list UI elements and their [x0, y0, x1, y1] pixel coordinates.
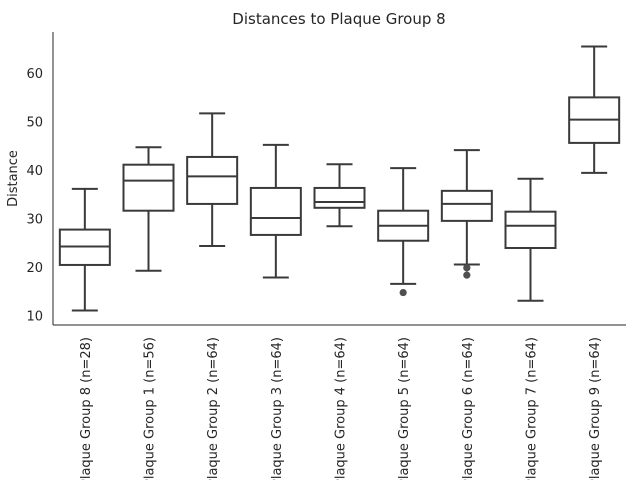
x-tick-label: Plaque Group 7 (n=64): [525, 337, 540, 480]
outlier-point: [399, 288, 407, 297]
x-tick-label: Plaque Group 5 (n=64): [397, 337, 412, 480]
outlier-point: [463, 264, 471, 272]
y-tick-label: 40: [26, 164, 43, 179]
iqr-box: [122, 163, 175, 212]
x-tick-label: Plaque Group 3 (n=64): [270, 337, 285, 480]
x-tick-label: Plaque Group 1 (n=56): [143, 337, 158, 480]
y-axis-ticks: 10 20 30 40 50 60: [26, 67, 43, 324]
x-tick-label: Plaque Group 2 (n=64): [206, 337, 221, 480]
box-4: [249, 143, 302, 279]
box-2: [122, 146, 175, 272]
boxes-group: [58, 45, 621, 312]
iqr-box: [504, 210, 557, 249]
y-axis-label: Distance: [6, 150, 21, 207]
y-tick-label: 10: [26, 309, 43, 324]
y-tick-label: 50: [26, 116, 43, 131]
box-9: [568, 45, 621, 174]
chart-title: Distances to Plaque Group 8: [232, 10, 445, 28]
box-3: [186, 112, 239, 248]
iqr-box: [186, 155, 239, 205]
box-5: [313, 163, 366, 228]
outlier-point: [463, 271, 471, 279]
iqr-box: [249, 186, 302, 236]
box-7: [440, 149, 493, 279]
x-tick-label: Plaque Group 9 (n=64): [588, 337, 603, 480]
x-tick-label: Plaque Group 6 (n=64): [461, 337, 476, 480]
iqr-box: [440, 189, 493, 222]
box-8: [504, 177, 557, 302]
y-tick-label: 30: [26, 212, 43, 227]
y-tick-label: 20: [26, 261, 43, 276]
box-6: [377, 167, 430, 297]
box-1: [58, 187, 111, 312]
y-tick-label: 60: [26, 67, 43, 82]
x-tick-label: Plaque Group 8 (n=28): [79, 337, 94, 480]
iqr-box: [313, 186, 366, 209]
x-axis-ticks: Plaque Group 8 (n=28) Plaque Group 1 (n=5…: [79, 337, 603, 480]
x-tick-label: Plaque Group 4 (n=64): [334, 337, 349, 480]
